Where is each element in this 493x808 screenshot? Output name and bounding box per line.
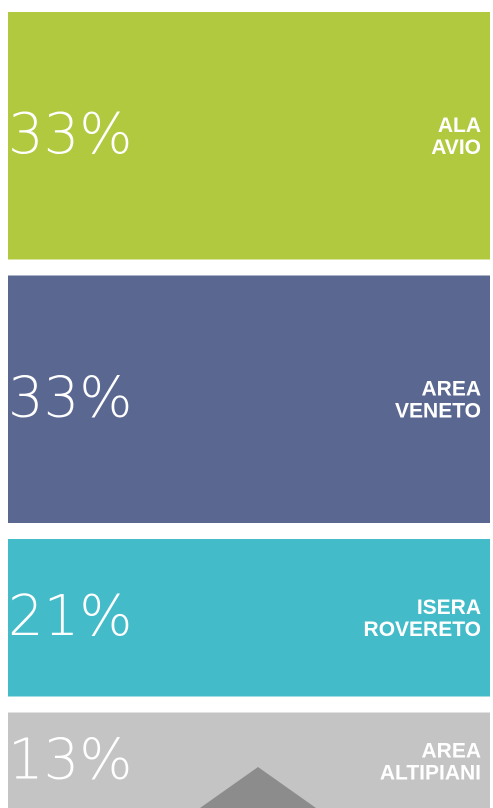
category-label: ROVERETO — [364, 618, 481, 641]
block — [8, 539, 490, 697]
percent-label: 21% — [8, 584, 132, 649]
category-label: ALTIPIANI — [380, 761, 481, 784]
block — [8, 12, 490, 260]
category-label: VENETO — [395, 399, 481, 422]
category-label: ISERA — [417, 596, 481, 619]
category-label: AREA — [421, 739, 481, 762]
category-label: AREA — [421, 377, 481, 400]
percent-label: 33% — [8, 366, 132, 431]
decor-triangle — [200, 767, 316, 808]
percent-label: 13% — [8, 728, 132, 793]
category-label: ALA — [438, 114, 481, 137]
percent-label: 33% — [8, 102, 132, 167]
category-label: AVIO — [431, 136, 481, 159]
blocks — [8, 12, 490, 808]
block — [8, 275, 490, 523]
